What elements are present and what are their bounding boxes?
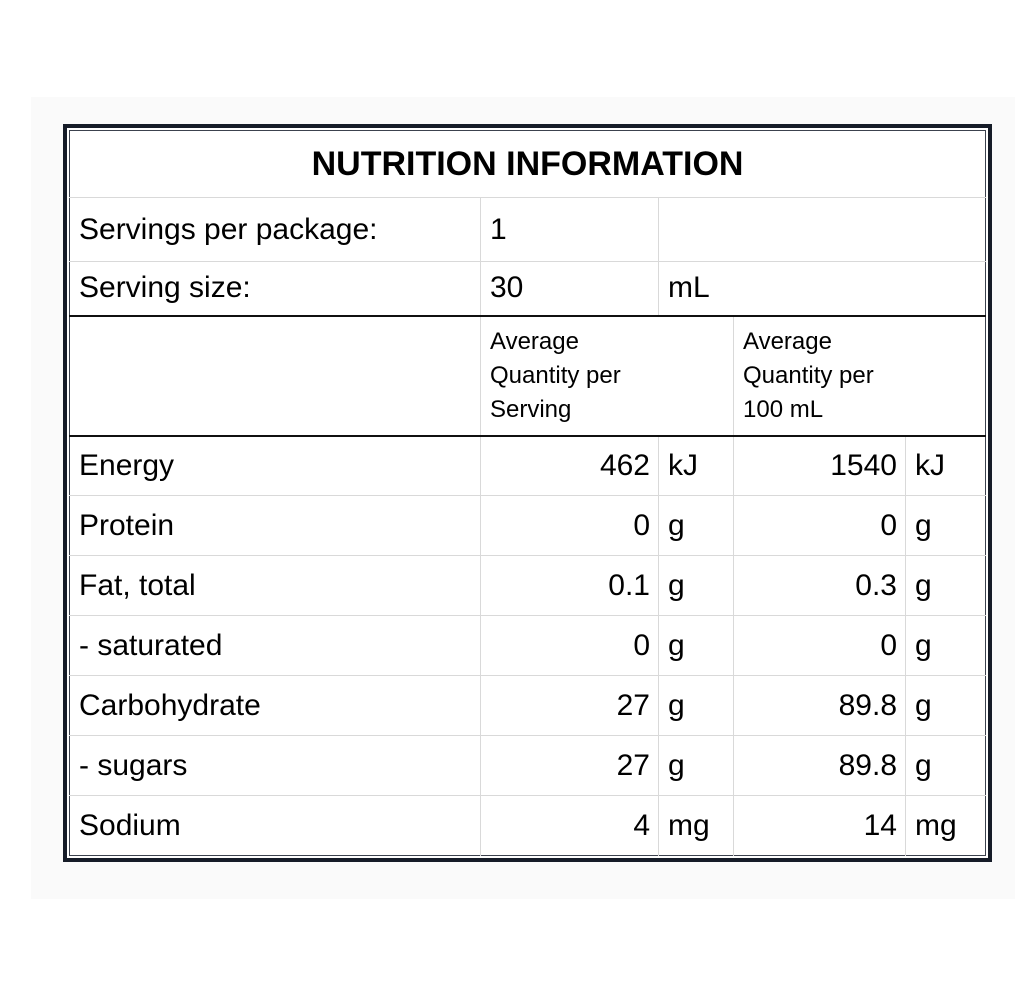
per-100ml-value: 14 [733,795,906,856]
per-serving-value: 462 [480,435,659,496]
nutrition-table: NUTRITION INFORMATION Servings per packa… [69,130,987,856]
per-serving-value: 0 [480,495,659,556]
per-100ml-value: 89.8 [733,675,906,736]
per-100ml-value: 0.3 [733,555,906,616]
table-title: NUTRITION INFORMATION [69,130,986,198]
per-100ml-value: 1540 [733,435,906,496]
per-serving-value: 4 [480,795,659,856]
nutrient-row-saturated: - saturated 0 g 0 g [69,615,986,676]
image-canvas: NUTRITION INFORMATION Servings per packa… [31,97,1015,899]
header-per-100ml-line: 100 mL [743,395,824,423]
per-serving-unit: mg [658,795,734,856]
per-serving-unit: g [658,555,734,616]
serving-size-row: Serving size: 30 mL [69,261,986,317]
servings-per-package-value: 1 [480,197,659,262]
per-serving-value: 27 [480,735,659,796]
per-serving-value: 27 [480,675,659,736]
header-per-100ml: Average Quantity per 100 mL [732,315,986,437]
nutrient-label: Carbohydrate [69,675,481,736]
nutrient-label: Protein [69,495,481,556]
header-per-100ml-line: Quantity per [743,361,874,389]
nutrient-label: - sugars [69,735,481,796]
header-per-serving-line: Quantity per [490,361,621,389]
per-serving-value: 0 [480,615,659,676]
per-serving-unit: g [658,735,734,796]
per-100ml-unit: mg [904,795,986,856]
per-100ml-unit: g [904,495,986,556]
per-100ml-value: 0 [733,495,906,556]
serving-size-label: Serving size: [69,261,481,317]
header-empty-cell [69,315,481,437]
per-100ml-unit: g [904,555,986,616]
per-100ml-value: 89.8 [733,735,906,796]
header-per-100ml-line: Average [743,327,832,355]
nutrient-label: Sodium [69,795,481,856]
header-per-serving-line: Serving [490,395,572,423]
per-serving-unit: g [658,495,734,556]
per-100ml-unit: kJ [904,435,986,496]
per-100ml-unit: g [904,735,986,796]
header-per-serving: Average Quantity per Serving [480,315,734,437]
nutrient-label: - saturated [69,615,481,676]
servings-per-package-row: Servings per package: 1 [69,197,986,262]
per-serving-unit: kJ [658,435,734,496]
nutrition-label-frame: NUTRITION INFORMATION Servings per packa… [63,124,993,862]
per-100ml-unit: g [904,615,986,676]
nutrient-row-protein: Protein 0 g 0 g [69,495,986,556]
column-header-row: Average Quantity per Serving Average Qua… [69,315,986,437]
serving-size-value: 30 [480,261,659,317]
nutrient-row-fat-total: Fat, total 0.1 g 0.3 g [69,555,986,616]
nutrient-row-sugars: - sugars 27 g 89.8 g [69,735,986,796]
nutrient-row-carbohydrate: Carbohydrate 27 g 89.8 g [69,675,986,736]
header-per-serving-line: Average [490,327,579,355]
servings-per-package-empty-cell [657,197,986,262]
per-serving-value: 0.1 [480,555,659,616]
serving-size-unit: mL [657,261,986,317]
nutrient-row-energy: Energy 462 kJ 1540 kJ [69,435,986,496]
nutrient-label: Fat, total [69,555,481,616]
per-serving-unit: g [658,675,734,736]
per-100ml-value: 0 [733,615,906,676]
per-100ml-unit: g [904,675,986,736]
nutrient-label: Energy [69,435,481,496]
servings-per-package-label: Servings per package: [69,197,481,262]
title-row: NUTRITION INFORMATION [69,130,986,198]
per-serving-unit: g [658,615,734,676]
nutrient-row-sodium: Sodium 4 mg 14 mg [69,795,986,856]
